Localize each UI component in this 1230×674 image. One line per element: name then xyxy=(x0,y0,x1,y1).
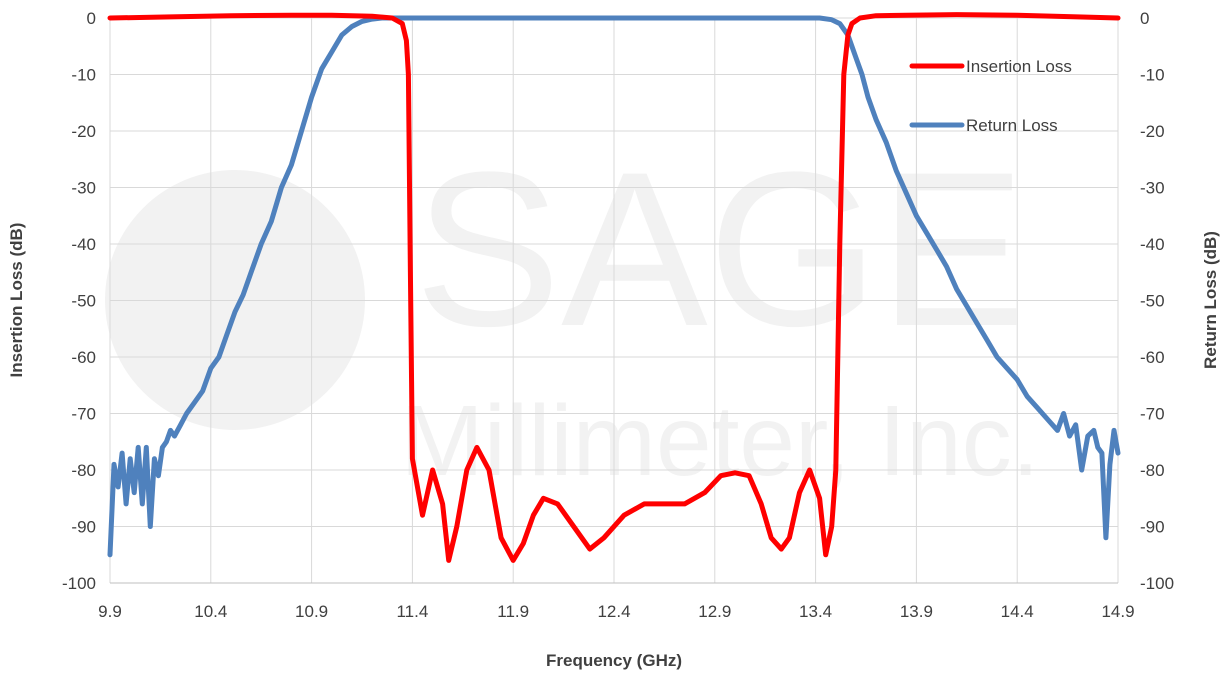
x-tick-label: 14.9 xyxy=(1101,602,1134,621)
y-left-tick-label: -20 xyxy=(71,122,96,141)
y-axis-left-ticks: 0 -10 -20 -30 -40 -50 -60 -70 -80 -90 -100 xyxy=(62,9,96,593)
x-tick-label: 11.4 xyxy=(396,602,428,621)
y-right-tick-label: -50 xyxy=(1140,292,1165,311)
watermark-subtitle: Millimeter, Inc. xyxy=(400,385,1039,497)
y-left-tick-label: -90 xyxy=(71,518,96,537)
x-tick-label: 9.9 xyxy=(98,602,122,621)
x-tick-label: 10.9 xyxy=(295,602,328,621)
legend-label-insertion-loss: Insertion Loss xyxy=(966,57,1072,76)
y-right-tick-label: -10 xyxy=(1140,66,1165,85)
series-lines xyxy=(107,12,1121,563)
watermark: SAGE Millimeter, Inc. xyxy=(105,126,1040,497)
gridlines xyxy=(109,17,1119,584)
y-right-tick-label: -60 xyxy=(1140,348,1165,367)
x-tick-label: 14.4 xyxy=(1001,602,1034,621)
y-right-tick-label: -90 xyxy=(1140,518,1165,537)
y-left-tick-label: -80 xyxy=(71,461,96,480)
y-right-tick-label: -100 xyxy=(1140,574,1174,593)
y-left-tick-label: -60 xyxy=(71,348,96,367)
y-axis-right-title: Return Loss (dB) xyxy=(1201,231,1220,369)
y-left-tick-label: -50 xyxy=(71,292,96,311)
x-tick-label: 13.4 xyxy=(799,602,832,621)
y-right-tick-label: -40 xyxy=(1140,235,1165,254)
x-tick-label: 10.4 xyxy=(194,602,227,621)
y-axis-left-title: Insertion Loss (dB) xyxy=(7,223,26,378)
x-axis-title: Frequency (GHz) xyxy=(546,651,682,670)
y-left-tick-label: -30 xyxy=(71,179,96,198)
y-axis-right-ticks: 0 -10 -20 -30 -40 -50 -60 -70 -80 -90 -100 xyxy=(1140,9,1174,593)
y-right-tick-label: -30 xyxy=(1140,179,1165,198)
y-right-tick-label: -80 xyxy=(1140,461,1165,480)
y-right-tick-label: -70 xyxy=(1140,405,1165,424)
series-line-insertion-loss xyxy=(107,12,1121,563)
y-right-tick-label: -20 xyxy=(1140,122,1165,141)
y-left-tick-label: -40 xyxy=(71,235,96,254)
y-left-tick-label: 0 xyxy=(87,9,96,28)
legend: Insertion Loss Return Loss xyxy=(909,57,1072,135)
y-left-tick-label: -70 xyxy=(71,405,96,424)
watermark-title: SAGE xyxy=(414,126,1025,372)
x-tick-label: 12.9 xyxy=(698,602,731,621)
x-tick-label: 12.4 xyxy=(597,602,630,621)
x-tick-label: 13.9 xyxy=(900,602,933,621)
x-axis-ticks: 9.9 10.4 10.9 11.4 11.9 12.4 12.9 13.4 13.9 14.4 1… xyxy=(98,602,1134,621)
y-left-tick-label: -100 xyxy=(62,574,96,593)
legend-label-return-loss: Return Loss xyxy=(966,116,1058,135)
series-line-return-loss xyxy=(107,15,1121,558)
y-left-tick-label: -10 xyxy=(71,66,96,85)
x-tick-label: 11.9 xyxy=(497,602,529,621)
y-right-tick-label: 0 xyxy=(1140,9,1149,28)
